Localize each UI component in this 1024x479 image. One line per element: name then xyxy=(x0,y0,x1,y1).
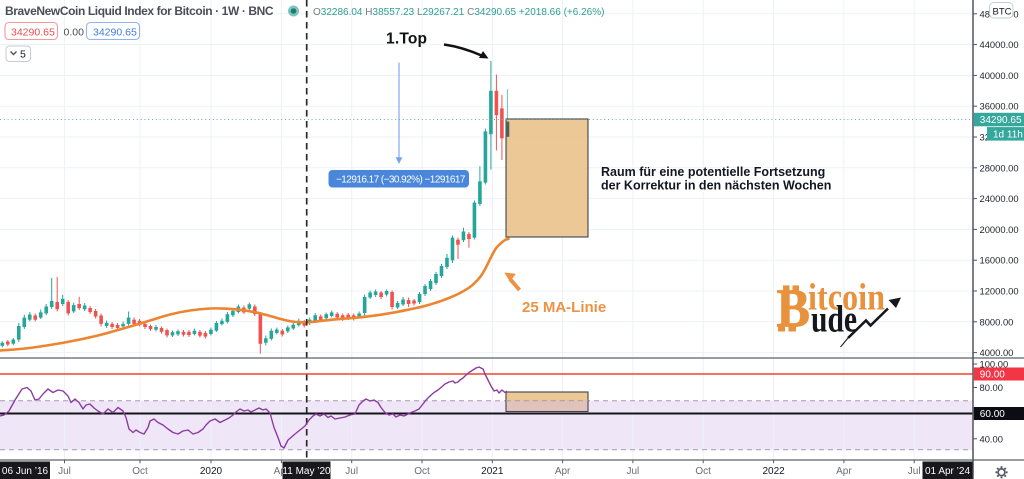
svg-text:Apr: Apr xyxy=(836,466,852,477)
svg-text:4000.00: 4000.00 xyxy=(980,347,1014,358)
svg-text:1.Top: 1.Top xyxy=(386,31,427,48)
svg-text:Oct: Oct xyxy=(695,466,711,477)
svg-text:Jul: Jul xyxy=(58,466,71,477)
svg-text:90.00: 90.00 xyxy=(980,370,1005,381)
svg-text:Apr: Apr xyxy=(555,466,571,477)
svg-text:06 Jun ’16: 06 Jun ’16 xyxy=(2,466,49,477)
svg-text:1d 11h: 1d 11h xyxy=(993,129,1023,140)
svg-text:O32286.04 H38557.23 L29267.21: O32286.04 H38557.23 L29267.21 C34290.65 … xyxy=(313,7,604,18)
svg-text:8000.00: 8000.00 xyxy=(980,316,1014,327)
svg-text:34290.65: 34290.65 xyxy=(11,27,55,39)
svg-text:2021: 2021 xyxy=(481,466,504,477)
svg-text:BraveNewCoin Liquid Index for: BraveNewCoin Liquid Index for Bitcoin · … xyxy=(5,4,274,18)
svg-text:60.00: 60.00 xyxy=(980,409,1005,420)
svg-text:20000.00: 20000.00 xyxy=(980,224,1019,235)
svg-text:Raum für eine potentielle Fort: Raum für eine potentielle Fortsetzung xyxy=(601,165,825,179)
svg-text:25 MA-Linie: 25 MA-Linie xyxy=(522,299,606,316)
svg-text:100.00: 100.00 xyxy=(980,359,1009,370)
svg-text:Jul: Jul xyxy=(627,466,640,477)
svg-text:Oct: Oct xyxy=(132,466,148,477)
svg-text:BTC: BTC xyxy=(993,7,1012,18)
svg-text:Jul: Jul xyxy=(345,466,358,477)
svg-text:11 May ’20: 11 May ’20 xyxy=(282,466,331,477)
svg-text:2022: 2022 xyxy=(762,466,785,477)
svg-text:Oct: Oct xyxy=(414,466,430,477)
svg-text:01 Apr ’24: 01 Apr ’24 xyxy=(925,466,970,477)
svg-text:40.00: 40.00 xyxy=(980,433,1003,444)
svg-text:36000.00: 36000.00 xyxy=(980,101,1019,112)
svg-text:−12916.17 (−30.92%) −1291617: −12916.17 (−30.92%) −1291617 xyxy=(336,175,466,186)
svg-text:Jul: Jul xyxy=(908,466,921,477)
svg-text:34290.65: 34290.65 xyxy=(980,115,1022,126)
svg-text:44000.00: 44000.00 xyxy=(980,39,1019,50)
svg-text:34290.65: 34290.65 xyxy=(93,27,137,39)
svg-text:ude: ude xyxy=(811,299,857,341)
svg-text:40000.00: 40000.00 xyxy=(980,70,1019,81)
svg-text:16000.00: 16000.00 xyxy=(980,255,1019,266)
svg-text:12000.00: 12000.00 xyxy=(980,286,1019,297)
svg-text:der Korrektur in den nächsten: der Korrektur in den nächsten Wochen xyxy=(601,178,831,192)
svg-text:24000.00: 24000.00 xyxy=(980,193,1019,204)
svg-text:80.00: 80.00 xyxy=(980,382,1003,393)
svg-text:0.00: 0.00 xyxy=(64,27,85,39)
svg-text:2020: 2020 xyxy=(200,466,223,477)
svg-text:itcoin: itcoin xyxy=(808,276,885,318)
svg-text:Apr: Apr xyxy=(274,466,290,477)
svg-text:5: 5 xyxy=(20,49,26,61)
svg-text:28000.00: 28000.00 xyxy=(980,162,1019,173)
